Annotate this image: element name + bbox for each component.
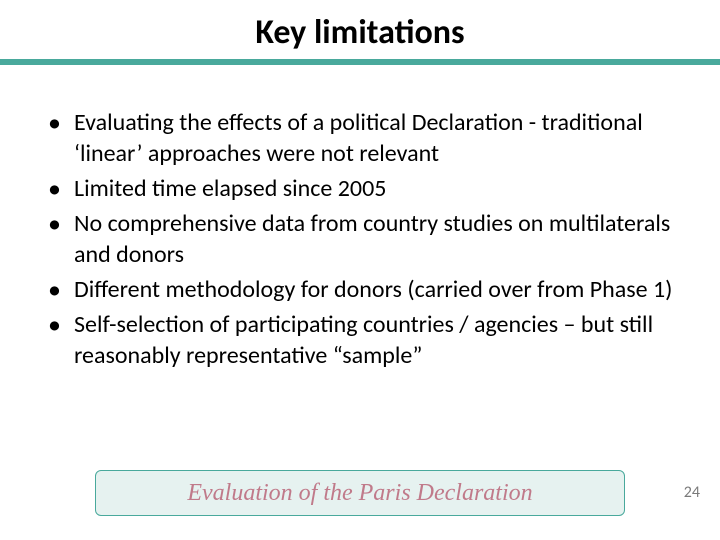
- slide-title: Key limitations: [0, 0, 720, 59]
- footer-caption: Evaluation of the Paris Declaration: [187, 480, 532, 507]
- list-item: Different methodology for donors (carrie…: [40, 274, 680, 305]
- bullet-list: Evaluating the effects of a political De…: [40, 107, 680, 371]
- list-item: No comprehensive data from country studi…: [40, 208, 680, 270]
- footer-band: Evaluation of the Paris Declaration: [95, 470, 625, 516]
- list-item: Evaluating the effects of a political De…: [40, 107, 680, 169]
- list-item: Self-selection of participating countrie…: [40, 309, 680, 371]
- content-area: Evaluating the effects of a political De…: [0, 65, 720, 371]
- list-item: Limited time elapsed since 2005: [40, 173, 680, 204]
- page-number: 24: [684, 483, 700, 502]
